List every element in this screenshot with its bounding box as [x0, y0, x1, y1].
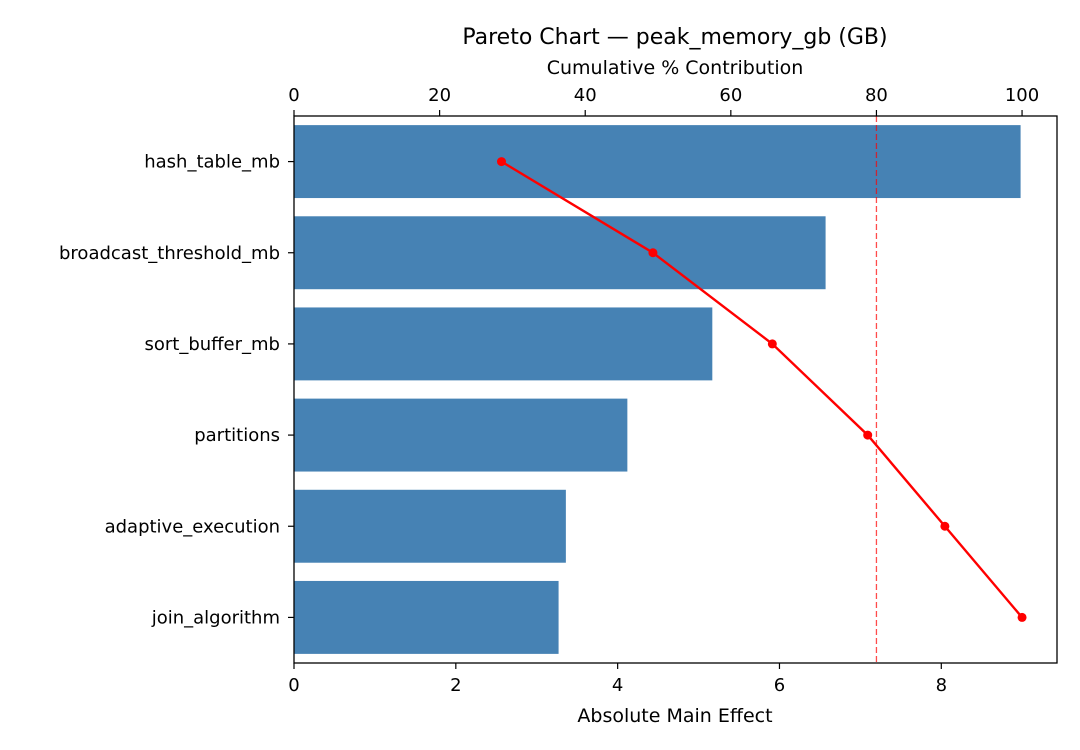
- bottom-axis-label: Absolute Main Effect: [577, 705, 772, 727]
- cumulative-point-partitions: [863, 430, 873, 440]
- x-tick-label: 8: [936, 675, 947, 696]
- chart-title: Pareto Chart — peak_memory_gb (GB): [462, 25, 887, 50]
- cumulative-point-broadcast-threshold-mb: [648, 248, 658, 258]
- x-tick-label: 0: [288, 675, 299, 696]
- plot-area: [294, 116, 1027, 663]
- bar-broadcast-threshold-mb: [294, 216, 826, 290]
- cumulative-point-join-algorithm: [1017, 612, 1027, 622]
- bar-hash-table-mb: [294, 125, 1021, 199]
- top-axis-label: Cumulative % Contribution: [547, 57, 804, 79]
- y-tick-label-partitions: partitions: [194, 425, 280, 446]
- cumulative-point-sort-buffer-mb: [767, 339, 777, 349]
- plot-frame: [293, 115, 1058, 664]
- x-tick-label: 6: [774, 675, 785, 696]
- bar-sort-buffer-mb: [294, 307, 713, 381]
- x-tick-label: 2: [450, 675, 461, 696]
- top-x-tick-label: 20: [428, 85, 451, 106]
- y-tick-label-hash-table-mb: hash_table_mb: [144, 152, 280, 173]
- y-tick-label-join-algorithm: join_algorithm: [151, 607, 280, 628]
- top-x-tick-label: 40: [574, 85, 597, 106]
- y-tick-label-sort-buffer-mb: sort_buffer_mb: [144, 334, 280, 355]
- y-tick-label-adaptive-execution: adaptive_execution: [105, 516, 280, 537]
- cumulative-point-hash-table-mb: [496, 157, 506, 167]
- bar-adaptive-execution: [294, 489, 566, 563]
- cumulative-line: [500, 160, 1023, 619]
- top-x-tick-label: 100: [1005, 85, 1039, 106]
- bar-join-algorithm: [294, 580, 559, 654]
- y-tick-label-broadcast-threshold-mb: broadcast_threshold_mb: [59, 243, 280, 264]
- top-x-tick-label: 80: [865, 85, 888, 106]
- cumulative-point-adaptive-execution: [940, 521, 950, 531]
- x-tick-label: 4: [612, 675, 623, 696]
- bar-partitions: [294, 398, 628, 472]
- top-x-tick-label: 60: [719, 85, 742, 106]
- top-x-tick-label: 0: [288, 85, 299, 106]
